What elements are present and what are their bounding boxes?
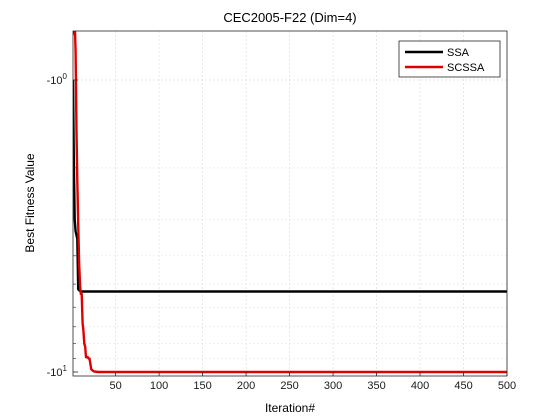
- series-line-scssa: [73, 31, 507, 374]
- x-tick-label: 450: [454, 380, 472, 392]
- legend-label-ssa: SSA: [447, 47, 470, 59]
- series-lines: [73, 31, 507, 374]
- legend-label-scssa: SCSSA: [447, 62, 485, 74]
- y-axis-label: Best Fitness Value: [23, 153, 37, 252]
- x-tick-label: 250: [280, 380, 298, 392]
- y-tick-label: -100: [47, 72, 68, 87]
- legend-box: [398, 40, 501, 78]
- axis-ticks: 50 100 150 200 250 300 350 400 450 500 -100 -101: [47, 72, 517, 392]
- x-tick-label: 350: [367, 380, 385, 392]
- x-tick-label: 500: [498, 380, 516, 392]
- plot-frame: [72, 30, 508, 377]
- legend: SSA SCSSA: [398, 40, 501, 78]
- x-tick-label: 150: [193, 380, 211, 392]
- plot-area: [73, 31, 507, 376]
- y-tick-label: -101: [47, 364, 68, 379]
- x-tick-label: 200: [237, 380, 255, 392]
- chart-title: CEC2005-F22 (Dim=4): [223, 10, 356, 25]
- x-tick-label: 300: [324, 380, 342, 392]
- x-axis-label: Iteration#: [265, 401, 315, 415]
- x-tick-label: 50: [109, 380, 121, 392]
- x-tick-label: 100: [150, 380, 168, 392]
- x-tick-label: 400: [411, 380, 429, 392]
